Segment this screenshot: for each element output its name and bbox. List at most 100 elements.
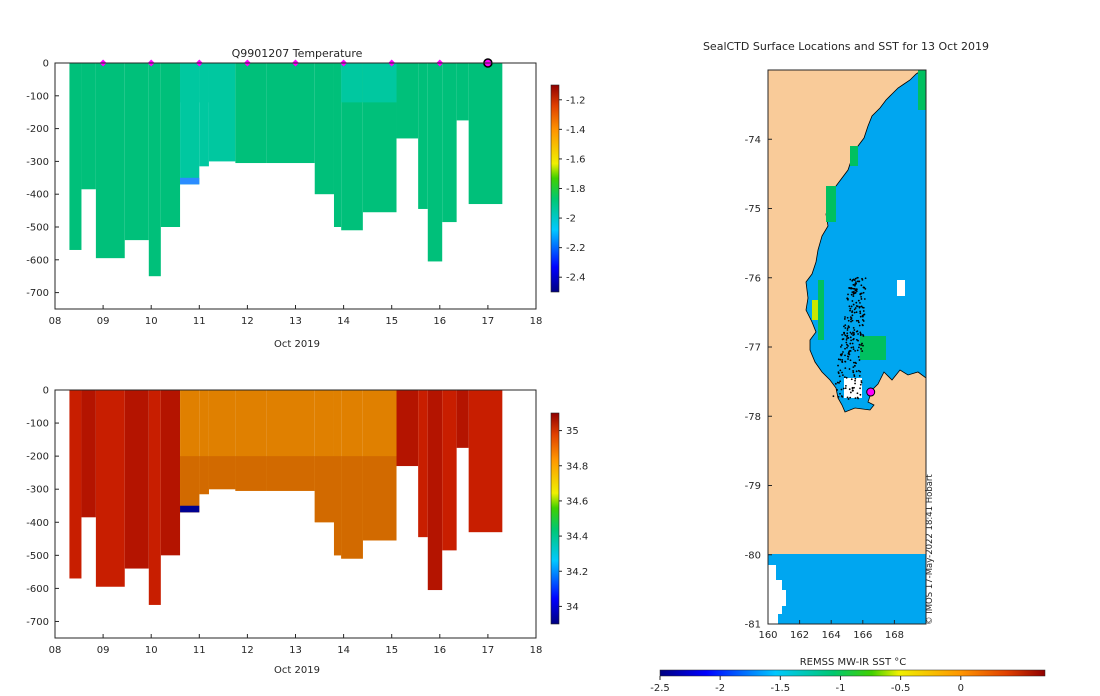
watermark: © IMOS 17-May-2022 18:41 Hobart: [925, 474, 935, 625]
ctd-location-point: [844, 384, 847, 387]
profile-warm-layer: [341, 63, 363, 103]
ctd-location-point: [858, 346, 860, 349]
map-panel: SealCTD Surface Locations and SST for 13…: [650, 40, 1046, 694]
ctd-location-point: [855, 289, 857, 292]
lat-tick-label: -78: [745, 412, 761, 423]
x-tick-label: 09: [97, 645, 110, 656]
profile-deep-layer: [314, 456, 334, 523]
seal-ctd-locations: [832, 276, 867, 400]
y-tick-label: -100: [26, 91, 49, 102]
ctd-location-point: [853, 364, 856, 367]
x-tick-label: 16: [433, 645, 446, 656]
ctd-location-point: [863, 298, 866, 300]
ctd-location-point: [849, 359, 852, 362]
ctd-location-point: [852, 283, 855, 286]
y-tick-label: -200: [26, 124, 49, 135]
lat-tick-label: -76: [745, 273, 761, 284]
x-tick-label: 14: [337, 316, 350, 327]
profile-column: [468, 63, 503, 205]
profile-deep-layer: [235, 456, 267, 491]
ctd-location-point: [852, 290, 855, 293]
ctd-location-point: [847, 319, 850, 322]
ctd-location-point: [846, 329, 849, 331]
ctd-location-point: [862, 306, 865, 309]
coastal-yellow-cell: [812, 300, 818, 320]
ctd-location-point: [850, 305, 853, 308]
ctd-location-point: [846, 334, 849, 337]
ctd-location-point: [851, 311, 853, 314]
ctd-location-point: [834, 382, 837, 385]
ctd-location-point: [845, 376, 848, 379]
ctd-location-point: [851, 314, 854, 317]
lat-tick-label: -77: [745, 343, 761, 354]
ctd-location-point: [847, 337, 850, 339]
map-background: [768, 69, 927, 624]
x-tick-label: 08: [49, 645, 62, 656]
colorbar-tick-label: 34: [566, 602, 579, 613]
ctd-location-point: [848, 305, 851, 308]
ctd-location-point: [852, 348, 855, 351]
x-tick-label: 15: [385, 645, 398, 656]
ctd-location-point: [852, 338, 855, 341]
x-tick-label: 15: [385, 316, 398, 327]
ctd-location-point: [854, 379, 856, 382]
ctd-location-point: [862, 310, 865, 312]
ctd-location-point: [846, 346, 848, 349]
x-tick-label: 13: [289, 316, 302, 327]
ctd-location-point: [841, 361, 844, 364]
ctd-location-point: [851, 386, 854, 389]
x-tick-label: 09: [97, 316, 110, 327]
profile-deep-layer: [266, 456, 315, 491]
x-tick-label: 11: [193, 316, 206, 327]
profile-bottom-cell: [180, 505, 200, 513]
ctd-location-point: [862, 291, 865, 294]
ctd-location-point: [853, 386, 855, 389]
temperature-y-ticks: 0 -100 -200 -300 -400 -500 -600 -700: [26, 59, 59, 299]
temperature-colorbar: [550, 84, 560, 293]
ctd-location-point: [864, 277, 867, 280]
ctd-location-point: [836, 381, 839, 384]
ctd-location-point: [850, 378, 853, 381]
ctd-location-point: [852, 303, 855, 306]
ctd-location-point: [852, 389, 854, 392]
ctd-location-point: [832, 395, 835, 398]
ctd-location-point: [855, 319, 858, 322]
salinity-y-ticks: 0 -100 -200 -300 -400 -500 -600 -700: [26, 386, 59, 628]
ctd-location-point: [857, 319, 860, 322]
ctd-location-point: [848, 388, 851, 391]
ctd-location-point: [852, 371, 855, 374]
ctd-location-point: [860, 305, 863, 308]
sst-colorbar-tick-label: -1: [835, 683, 845, 694]
ctd-location-point: [858, 324, 861, 327]
ctd-location-point: [850, 333, 853, 335]
profile-column: [69, 63, 82, 250]
ctd-location-point: [844, 360, 847, 363]
ctd-location-point: [854, 349, 857, 352]
profile-column: [199, 63, 209, 167]
y-tick-label: -700: [26, 288, 49, 299]
ctd-location-point: [858, 343, 861, 346]
sst-colorbar-ticks: -2.5 -2 -1.5 -1 -0.5 0: [650, 676, 964, 694]
ctd-location-point: [843, 331, 846, 334]
profile-column: [160, 390, 181, 556]
ctd-location-point: [852, 334, 855, 337]
ctd-location-point: [854, 283, 856, 286]
profile-column: [396, 390, 419, 467]
coastal-green-strip: [818, 280, 824, 340]
ctd-location-point: [862, 320, 865, 322]
ctd-location-point: [845, 341, 848, 344]
colorbar-tick-label: -1.2: [566, 95, 586, 106]
ctd-location-point: [854, 377, 857, 380]
profile-column: [266, 63, 315, 164]
lon-tick-label: 164: [822, 630, 841, 641]
ctd-location-point: [845, 338, 848, 341]
sst-colorbar-tick-label: -0.5: [891, 683, 911, 694]
ctd-location-point: [844, 347, 846, 350]
coastal-green-cell: [850, 146, 858, 166]
ctd-location-point: [859, 293, 862, 296]
profile-warm-layer: [199, 63, 209, 103]
profile-warm-layer: [180, 63, 200, 103]
ctd-location-point: [852, 326, 855, 329]
lat-tick-label: -81: [745, 620, 761, 631]
sst-colorbar: [659, 669, 1046, 677]
